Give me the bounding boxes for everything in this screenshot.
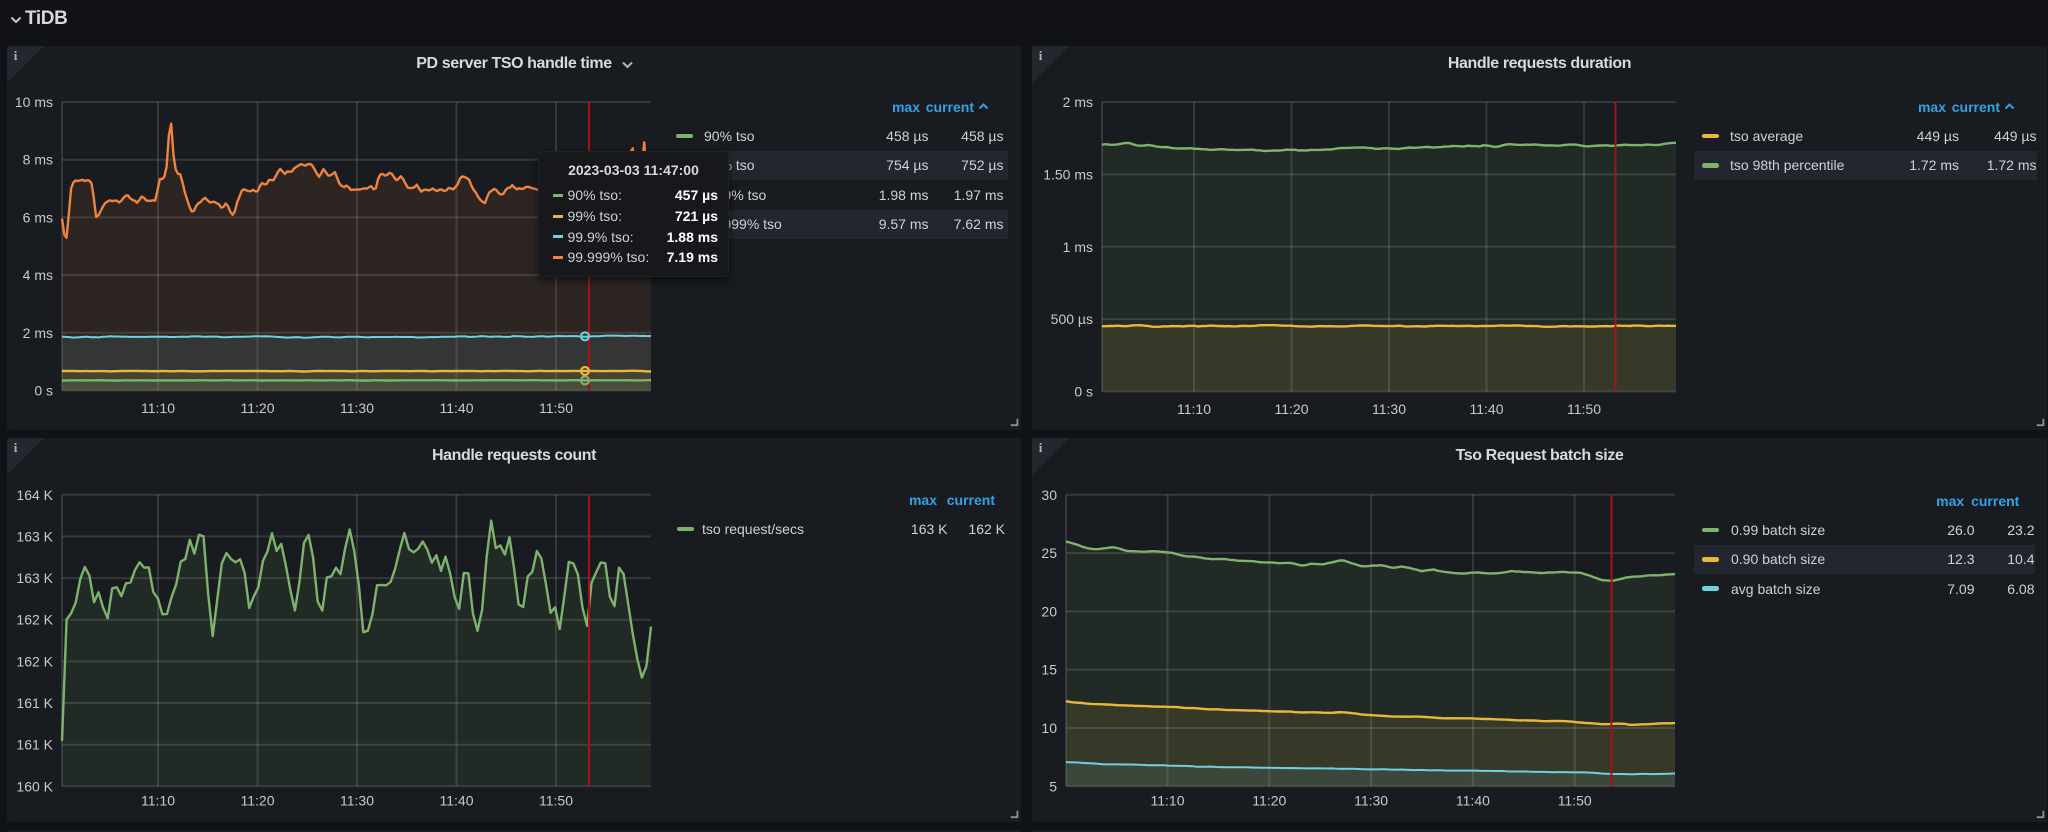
- svg-text:161 K: 161 K: [16, 695, 53, 711]
- svg-text:11:50: 11:50: [539, 400, 573, 416]
- svg-text:30: 30: [1041, 487, 1057, 503]
- svg-text:163 K: 163 K: [16, 528, 53, 544]
- svg-text:i: i: [1039, 440, 1043, 455]
- svg-text:11:30: 11:30: [1354, 793, 1388, 809]
- svg-text:0 s: 0 s: [34, 383, 53, 399]
- svg-text:164 K: 164 K: [16, 487, 53, 503]
- svg-text:8 ms: 8 ms: [23, 152, 53, 168]
- svg-text:4 ms: 4 ms: [23, 267, 53, 283]
- svg-text:2 ms: 2 ms: [1063, 94, 1093, 110]
- svg-text:11:30: 11:30: [340, 400, 374, 416]
- svg-text:0 s: 0 s: [1074, 384, 1093, 400]
- svg-text:10: 10: [1041, 720, 1057, 736]
- svg-text:11:20: 11:20: [241, 400, 275, 416]
- svg-text:5: 5: [1049, 778, 1057, 794]
- svg-text:1 ms: 1 ms: [1063, 239, 1093, 255]
- svg-text:6 ms: 6 ms: [23, 209, 53, 225]
- svg-text:11:50: 11:50: [1567, 401, 1601, 417]
- svg-text:11:10: 11:10: [1177, 401, 1211, 417]
- svg-text:i: i: [14, 440, 18, 455]
- svg-text:11:40: 11:40: [440, 400, 474, 416]
- svg-text:11:10: 11:10: [141, 400, 175, 416]
- svg-text:11:20: 11:20: [1252, 793, 1286, 809]
- svg-text:161 K: 161 K: [16, 737, 53, 753]
- svg-text:i: i: [1039, 48, 1043, 63]
- svg-text:162 K: 162 K: [16, 653, 53, 669]
- svg-text:i: i: [14, 48, 18, 63]
- svg-text:11:30: 11:30: [1372, 401, 1406, 417]
- svg-text:11:50: 11:50: [539, 793, 573, 809]
- svg-text:15: 15: [1041, 662, 1057, 678]
- svg-text:11:40: 11:40: [1456, 793, 1490, 809]
- svg-text:11:20: 11:20: [1275, 401, 1309, 417]
- svg-text:500 µs: 500 µs: [1051, 311, 1093, 327]
- svg-text:11:30: 11:30: [340, 793, 374, 809]
- svg-text:1.50 ms: 1.50 ms: [1043, 166, 1093, 182]
- svg-text:162 K: 162 K: [16, 612, 53, 628]
- svg-text:11:40: 11:40: [440, 793, 474, 809]
- svg-text:2 ms: 2 ms: [23, 325, 53, 341]
- svg-text:11:10: 11:10: [1151, 793, 1185, 809]
- svg-text:25: 25: [1041, 545, 1057, 561]
- svg-text:11:50: 11:50: [1558, 793, 1592, 809]
- svg-text:163 K: 163 K: [16, 570, 53, 586]
- svg-text:160 K: 160 K: [16, 778, 53, 794]
- svg-text:11:20: 11:20: [241, 793, 275, 809]
- svg-text:10 ms: 10 ms: [15, 94, 53, 110]
- svg-text:11:40: 11:40: [1470, 401, 1504, 417]
- svg-text:20: 20: [1041, 603, 1057, 619]
- svg-text:11:10: 11:10: [141, 793, 175, 809]
